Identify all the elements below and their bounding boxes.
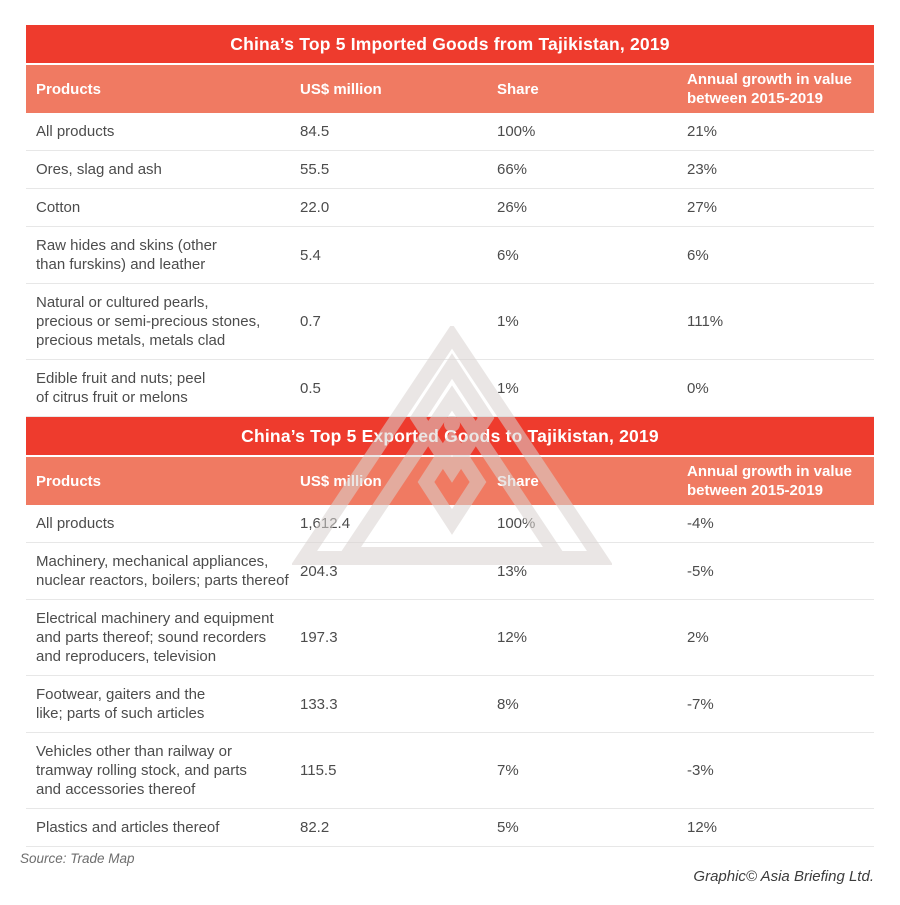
cell-usd: 82.2 (300, 819, 330, 836)
cell-usd: 1,612.4 (300, 515, 351, 532)
cell-share: 26% (497, 199, 528, 216)
cell-growth: 12% (687, 819, 718, 836)
table-row: Plastics and articles thereof 82.2 5% 12% (26, 809, 874, 847)
cell-growth: -7% (687, 695, 714, 713)
cell-share: 6% (497, 246, 519, 264)
column-header-products: Products (36, 80, 102, 98)
table-row: Raw hides and skins (other than furskins… (26, 227, 874, 284)
cell-growth: 111% (687, 313, 724, 330)
cell-product: Raw hides and skins (other than furskins… (36, 237, 217, 273)
cell-product: Electrical machinery and equipment and p… (36, 610, 274, 665)
exports-table-title: China’s Top 5 Exported Goods to Tajikist… (26, 417, 874, 455)
cell-growth: 27% (687, 199, 718, 216)
cell-product: Plastics and articles thereof (36, 819, 220, 836)
cell-share: 100% (497, 515, 536, 532)
table-row: Machinery, mechanical appliances, nuclea… (26, 543, 874, 600)
table-row: Cotton 22.0 26% 27% (26, 189, 874, 227)
cell-share: 12% (497, 629, 528, 646)
source-note: Source: Trade Map (20, 851, 135, 866)
cell-growth: -3% (687, 762, 714, 779)
cell-product: Vehicles other than railway or tramway r… (36, 743, 247, 798)
tables-sheet: China’s Top 5 Imported Goods from Tajiki… (26, 25, 874, 847)
cell-product: All products (36, 515, 115, 532)
imports-table-body: All products 84.5 100% 21% Ores, slag and as… (26, 113, 874, 417)
cell-share: 100% (497, 123, 536, 140)
column-header-share: Share (497, 80, 539, 98)
cell-product: Edible fruit and nuts; peel of citrus fr… (36, 370, 206, 406)
cell-growth: -4% (687, 515, 714, 532)
column-header-usd-million: US$ million (300, 472, 382, 490)
cell-share: 1% (497, 379, 519, 397)
cell-product: Natural or cultured pearls, precious or … (36, 294, 261, 349)
cell-product: All products (36, 123, 115, 140)
cell-growth: -5% (687, 562, 714, 580)
exports-table: China’s Top 5 Exported Goods to Tajikist… (26, 417, 874, 847)
cell-usd: 133.3 (300, 695, 338, 713)
cell-product: Ores, slag and ash (36, 161, 162, 178)
cell-usd: 0.7 (300, 313, 321, 330)
table-row: All products 1,612.4 100% -4% (26, 505, 874, 543)
credit-note: Graphic© Asia Briefing Ltd. (693, 868, 874, 885)
cell-share: 13% (497, 562, 528, 580)
table-row: Natural or cultured pearls, precious or … (26, 284, 874, 360)
table-row: Vehicles other than railway or tramway r… (26, 733, 874, 809)
cell-usd: 115.5 (300, 762, 337, 779)
cell-usd: 0.5 (300, 379, 321, 397)
cell-growth: 23% (687, 161, 718, 178)
imports-table-header: Products US$ million Share Annual growth… (26, 65, 874, 113)
cell-growth: 0% (687, 379, 709, 397)
table-row: Edible fruit and nuts; peel of citrus fr… (26, 360, 874, 417)
cell-usd: 22.0 (300, 199, 330, 216)
cell-growth: 2% (687, 629, 709, 646)
cell-product: Machinery, mechanical appliances, nuclea… (36, 553, 289, 589)
imports-table-title: China’s Top 5 Imported Goods from Tajiki… (26, 25, 874, 63)
table-row: Electrical machinery and equipment and p… (26, 600, 874, 676)
cell-share: 8% (497, 695, 519, 713)
cell-product: Cotton (36, 199, 81, 216)
cell-share: 66% (497, 161, 528, 178)
cell-usd: 197.3 (300, 629, 338, 646)
exports-table-body: All products 1,612.4 100% -4% Machinery, mec… (26, 505, 874, 847)
cell-share: 5% (497, 819, 519, 836)
imports-table: China’s Top 5 Imported Goods from Tajiki… (26, 25, 874, 417)
cell-growth: 21% (687, 123, 718, 140)
cell-usd: 5.4 (300, 246, 321, 264)
cell-share: 1% (497, 313, 519, 330)
column-header-usd-million: US$ million (300, 80, 382, 98)
column-header-annual-growth: Annual growth in value between 2015-2019 (687, 463, 853, 499)
exports-table-header: Products US$ million Share Annual growth… (26, 457, 874, 505)
column-header-annual-growth: Annual growth in value between 2015-2019 (687, 71, 853, 107)
cell-product: Footwear, gaiters and the like; parts of… (36, 686, 206, 722)
cell-usd: 84.5 (300, 123, 330, 140)
column-header-share: Share (497, 472, 539, 490)
cell-growth: 6% (687, 246, 709, 264)
table-row: Ores, slag and ash 55.5 66% 23% (26, 151, 874, 189)
table-row: All products 84.5 100% 21% (26, 113, 874, 151)
cell-share: 7% (497, 762, 519, 779)
table-row: Footwear, gaiters and the like; parts of… (26, 676, 874, 733)
cell-usd: 55.5 (300, 161, 330, 178)
cell-usd: 204.3 (300, 562, 338, 580)
column-header-products: Products (36, 472, 102, 490)
